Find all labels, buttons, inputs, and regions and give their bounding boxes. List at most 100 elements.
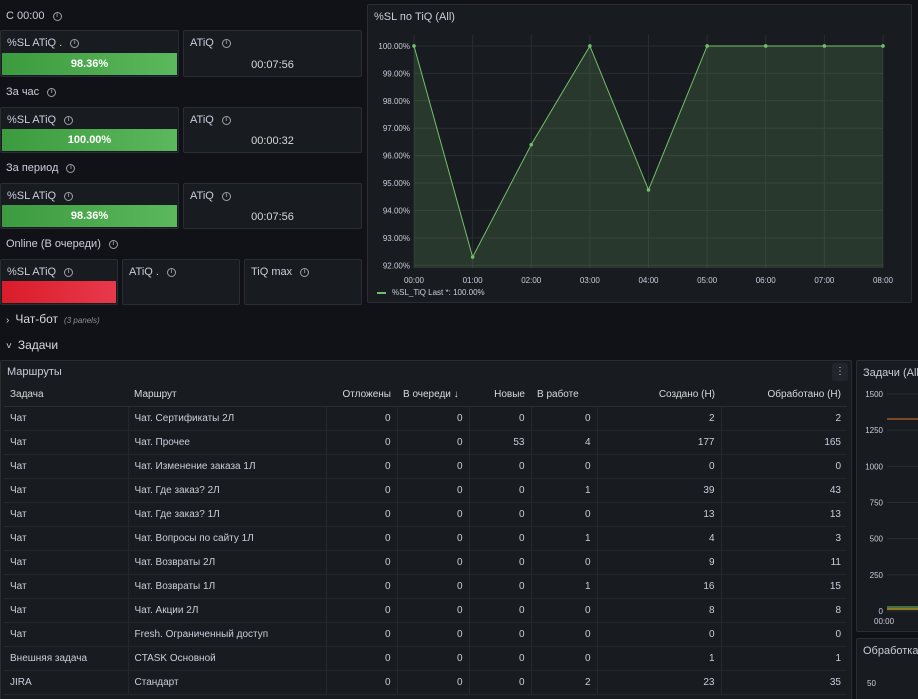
y-tick-label: 750	[870, 499, 884, 508]
sl-chart-panel[interactable]: %SL по TiQ (All) 100.00% 99.00% 98.00% 97.0…	[367, 4, 912, 303]
chevron-down-icon: ˅	[6, 341, 12, 352]
chart-legend[interactable]: %SL_TiQ Last *: 100.00%	[377, 288, 485, 297]
info-icon[interactable]: i	[221, 115, 231, 125]
column-header-deferred[interactable]: Отложены	[326, 384, 397, 407]
cell-task: Чат	[4, 574, 129, 599]
stat-title: %SL ATiQ .	[7, 37, 63, 49]
y-tick-label: 96.00%	[383, 152, 410, 161]
stat-value: 00:00:32	[251, 135, 294, 147]
info-icon[interactable]: i	[47, 87, 57, 97]
table-row[interactable]: Чат Fresh. Ограниченный доступ 0 0 0 0 0 0	[4, 622, 847, 647]
cell-in-queue: 0	[397, 454, 470, 479]
stat-panel-since-midnight-atiq[interactable]: ATiQ i 00:07:56	[183, 30, 362, 77]
table-row[interactable]: Чат Чат. Сертификаты 2Л 0 0 0 0 2 2	[4, 406, 847, 431]
stat-panel-per-hour-sl[interactable]: %SL ATiQ i 100.00%	[0, 107, 179, 153]
cell-new: 53	[469, 430, 532, 455]
column-header-task[interactable]: Задача	[4, 384, 128, 407]
stat-panel-period-sl[interactable]: %SL ATiQ i 98.36%	[0, 183, 179, 229]
info-icon[interactable]: i	[300, 267, 310, 277]
cell-created: 9	[597, 550, 722, 575]
cell-created: 13	[597, 502, 722, 527]
chart-title: %SL по TiQ (All)	[374, 11, 455, 23]
table-row[interactable]: JIRA Стандарт 0 0 0 2 23 35	[4, 670, 847, 695]
cell-task: Чат	[4, 406, 129, 431]
table-row[interactable]: Чат Чат. Где заказ? 2Л 0 0 0 1 39 43	[4, 478, 847, 503]
cell-deferred: 0	[326, 454, 398, 479]
column-header-created[interactable]: Создано (Н)	[597, 384, 721, 407]
column-header-in-queue[interactable]: В очереди ↓	[397, 384, 469, 407]
cell-new: 0	[469, 478, 532, 503]
table-row[interactable]: Чат Чат. Изменение заказа 1Л 0 0 0 0 0 0	[4, 454, 847, 479]
tasks-chart-panel[interactable]: Задачи (All) 1500 1250 1000 750 500 250 0 00:00	[856, 360, 918, 632]
processing-title: Обработка	[863, 645, 918, 657]
column-header-in-work[interactable]: В работе	[531, 384, 597, 407]
stat-panel-since-midnight-sl[interactable]: %SL ATiQ . i 98.36%	[0, 30, 179, 77]
cell-processed: 3	[721, 526, 847, 551]
info-icon[interactable]: i	[108, 239, 118, 249]
section-chatbot-sub: (3 panels)	[64, 316, 100, 325]
cell-in-queue: 0	[397, 622, 470, 647]
column-header-route[interactable]: Маршрут	[128, 384, 326, 407]
cell-deferred: 0	[326, 550, 398, 575]
stat-panel-online-sl[interactable]: %SL ATiQ i	[0, 259, 118, 305]
cell-route: Чат. Акции 2Л	[128, 598, 327, 623]
stat-title: %SL ATiQ	[7, 190, 57, 202]
info-icon[interactable]: i	[221, 38, 231, 48]
table-row[interactable]: Внешняя задача CTASK Основной 0 0 0 0 1 1	[4, 646, 847, 671]
cell-processed: 11	[721, 550, 847, 575]
section-chatbot[interactable]: › Чат-бот (3 panels)	[6, 312, 100, 326]
section-chatbot-title: Чат-бот	[15, 312, 59, 326]
info-icon[interactable]: i	[64, 115, 74, 125]
cell-route: Стандарт	[128, 670, 327, 695]
stat-panel-online-tiq-max[interactable]: TiQ max i	[244, 259, 362, 305]
cell-created: 23	[597, 670, 722, 695]
info-icon[interactable]: i	[66, 163, 76, 173]
cell-in-queue: 0	[397, 502, 470, 527]
data-point	[529, 142, 534, 147]
table-row[interactable]: Чат Чат. Вопросы по сайту 1Л 0 0 0 1 4 3	[4, 526, 847, 551]
cell-route: Чат. Где заказ? 2Л	[128, 478, 327, 503]
info-icon[interactable]: i	[221, 191, 231, 201]
panel-menu-icon[interactable]: ⋮	[832, 363, 848, 381]
cell-in-work: 0	[531, 406, 598, 431]
data-point	[412, 44, 416, 48]
table-row[interactable]: Чат Чат. Прочее 0 0 53 4 177 165	[4, 430, 847, 455]
cell-processed: 0	[721, 454, 847, 479]
cell-in-work: 0	[531, 502, 598, 527]
info-icon[interactable]: i	[64, 267, 74, 277]
cell-in-queue: 0	[397, 574, 470, 599]
info-icon[interactable]: i	[52, 11, 62, 21]
cell-in-work: 0	[531, 646, 598, 671]
x-tick-label: 00:00	[404, 276, 425, 285]
table-row[interactable]: Чат Чат. Акции 2Л 0 0 0 0 8 8	[4, 598, 847, 623]
y-tick-label: 95.00%	[383, 179, 410, 188]
x-tick-label: 06:00	[756, 276, 777, 285]
stat-panel-per-hour-atiq[interactable]: ATiQ i 00:00:32	[183, 107, 362, 153]
info-icon[interactable]: i	[166, 267, 176, 277]
column-header-new[interactable]: Новые	[469, 384, 531, 407]
section-tasks[interactable]: ˅ Задачи	[6, 338, 58, 352]
cell-deferred: 0	[326, 502, 398, 527]
cell-in-work: 0	[531, 550, 598, 575]
stat-title: ATiQ .	[129, 266, 159, 278]
table-row[interactable]: Чат Чат. Возвраты 2Л 0 0 0 0 9 11	[4, 550, 847, 575]
y-tick-label: 0	[879, 607, 884, 616]
x-tick-label: 08:00	[873, 276, 894, 285]
stat-value: 00:07:56	[251, 59, 294, 71]
info-icon[interactable]: i	[70, 38, 80, 48]
cell-task: JIRA	[4, 670, 129, 695]
cell-deferred: 0	[326, 646, 398, 671]
stat-value: 98.36%	[2, 53, 177, 75]
cell-new: 0	[469, 526, 532, 551]
processing-panel[interactable]: Обработка 50	[856, 638, 918, 699]
table-row[interactable]: Чат Чат. Возвраты 1Л 0 0 0 1 16 15	[4, 574, 847, 599]
stat-panel-online-atiq[interactable]: ATiQ . i	[122, 259, 240, 305]
data-point	[588, 44, 592, 48]
table-row[interactable]: Чат Чат. Где заказ? 1Л 0 0 0 0 13 13	[4, 502, 847, 527]
info-icon[interactable]: i	[64, 191, 74, 201]
column-header-processed[interactable]: Обработано (Н)	[721, 384, 847, 407]
stat-panel-period-atiq[interactable]: ATiQ i 00:07:56	[183, 183, 362, 229]
cell-deferred: 0	[326, 598, 398, 623]
cell-processed: 165	[721, 430, 847, 455]
cell-in-queue: 0	[397, 406, 470, 431]
